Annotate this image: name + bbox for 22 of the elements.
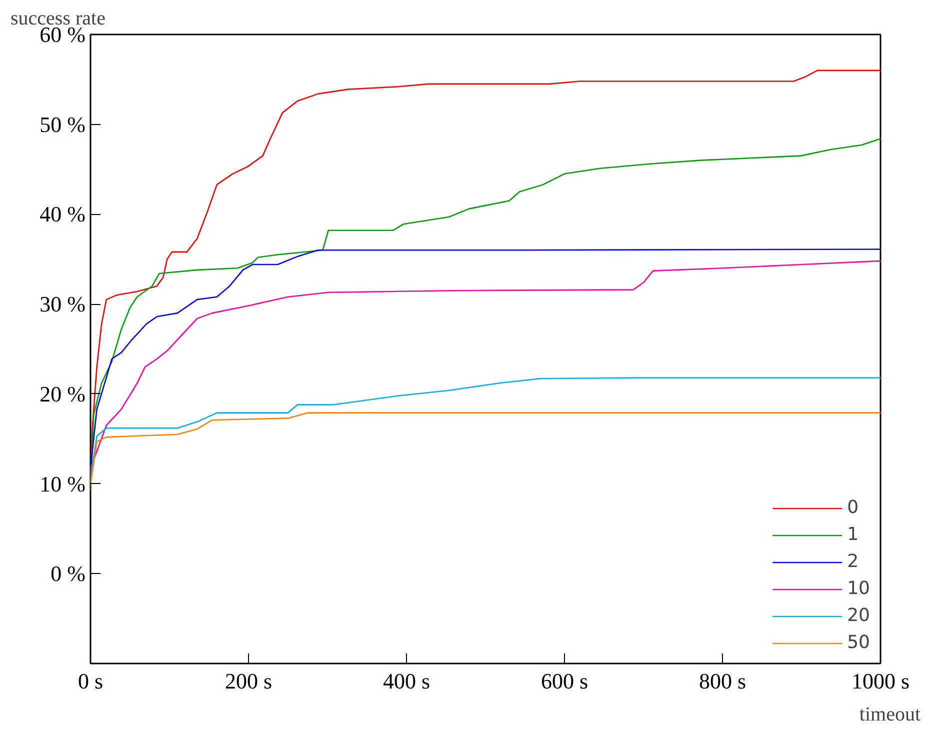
y-tick-label: 0 % <box>50 561 86 586</box>
legend-label: 0 <box>847 497 860 518</box>
x-tick-label: 400 s <box>382 668 430 694</box>
y-tick-label: 20 % <box>40 381 86 406</box>
y-tick-label: 40 % <box>40 202 86 227</box>
x-tick-label: 0 s <box>78 668 104 694</box>
legend-label: 20 <box>847 605 870 626</box>
line-series <box>90 377 880 480</box>
x-tick-label: 800 s <box>698 668 746 694</box>
line-series <box>90 138 880 491</box>
x-axis-title: timeout <box>859 704 921 726</box>
x-tick-label: 600 s <box>540 668 588 694</box>
y-tick-label: 50 % <box>40 112 86 137</box>
legend-label: 50 <box>847 632 870 653</box>
y-tick-label: 30 % <box>40 292 86 317</box>
line-series <box>90 412 880 486</box>
legend-label: 1 <box>847 524 860 545</box>
legend-label: 10 <box>847 578 870 599</box>
y-tick-label: 10 % <box>40 471 86 496</box>
x-tick-label: 1000 s <box>851 668 910 694</box>
x-tick-label: 200 s <box>224 668 272 694</box>
legend-label: 2 <box>847 551 860 572</box>
